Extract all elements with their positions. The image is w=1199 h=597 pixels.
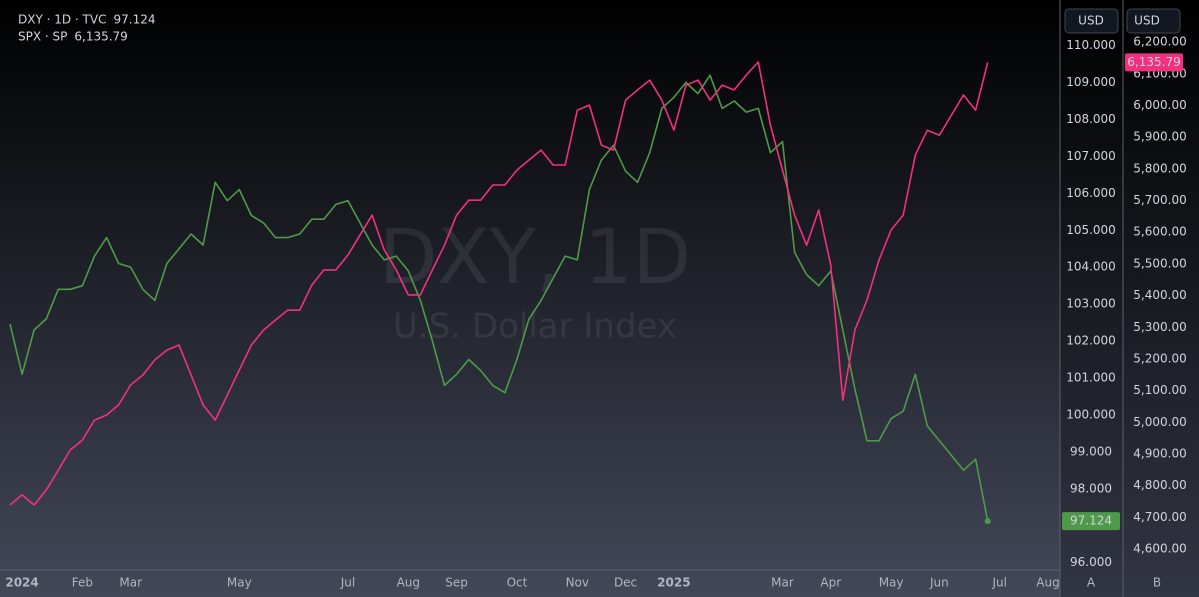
y-tick-label: 98.000 [1070,481,1112,495]
y2-tick-label: 5,500.00 [1133,256,1186,270]
x-tick-label: Oct [507,576,528,590]
y2-tick-label: 5,200.00 [1133,351,1186,365]
x-tick-label: Feb [72,576,93,590]
x-tick-label: 2024 [5,576,38,590]
y-tick-label: 105.000 [1066,223,1116,237]
y2-tick-label: 5,000.00 [1133,415,1186,429]
x-tick-label: Aug [1036,576,1059,590]
y-tick-label: 107.000 [1066,149,1116,163]
y-tick-label: 106.000 [1066,186,1116,200]
x-tick-label: Sep [445,576,468,590]
watermark: DXY, 1D [379,212,691,301]
x-tick-label: May [879,576,904,590]
last-value-badge [1062,512,1120,531]
x-tick-label: Nov [566,576,589,590]
y2-unit[interactable]: USD [1134,14,1160,28]
y2-tick-label: 5,100.00 [1133,383,1186,397]
x-tick-label: Jul [991,576,1006,590]
watermark-subtitle: U.S. Dollar Index [393,307,677,347]
y2-tick-label: 4,900.00 [1133,447,1186,461]
y2-tick-label: 6,200.00 [1133,35,1186,49]
y-tick-label: 99.000 [1070,444,1112,458]
y2-tick-label: 5,900.00 [1133,130,1186,144]
legend-name: SPX · SP [18,30,67,44]
unit-button[interactable] [1126,8,1181,34]
y-tick-label: 102.000 [1066,334,1116,348]
y2-tick-label: 4,700.00 [1133,510,1186,524]
last-value-label: 6,135.79 [1127,55,1180,69]
unit-button[interactable] [1064,8,1119,34]
last-value-badge [1125,53,1183,72]
y-tick-label: 96.000 [1070,555,1112,569]
y-unit[interactable]: USD [1078,14,1104,28]
y2-tick-label: 4,800.00 [1133,478,1186,492]
legend-value: 6,135.79 [74,30,127,44]
legend-name: DXY · 1D · TVC [18,13,106,27]
y2-tick-label: 4,600.00 [1133,542,1186,556]
y2-tick-label: 5,300.00 [1133,320,1186,334]
y-axis-label: A [1087,576,1096,590]
x-tick-label: Jun [929,576,949,590]
y2-tick-label: 5,800.00 [1133,161,1186,175]
x-tick-label: Apr [820,576,841,590]
y-tick-label: 100.000 [1066,407,1116,421]
x-tick-label: 2025 [657,576,690,590]
y2-axis-label: B [1153,576,1161,590]
y2-tick-label: 5,700.00 [1133,193,1186,207]
y2-tick-label: 5,600.00 [1133,225,1186,239]
series-line [9,74,989,522]
x-tick-label: Jul [340,576,355,590]
series-line [9,61,989,506]
x-tick-label: Dec [614,576,637,590]
y-tick-label: 108.000 [1066,112,1116,126]
price-axes-bg [1060,0,1199,597]
x-tick-label: Aug [397,576,420,590]
y-tick-label: 109.000 [1066,75,1116,89]
x-tick-label: Mar [771,576,794,590]
x-tick-label: May [227,576,252,590]
legend-value: 97.124 [113,13,155,27]
y-tick-label: 101.000 [1066,370,1116,384]
x-tick-label: Mar [119,576,142,590]
y2-tick-label: 5,400.00 [1133,288,1186,302]
y-tick-label: 103.000 [1066,297,1116,311]
y-tick-label: 104.000 [1066,260,1116,274]
y2-tick-label: 6,000.00 [1133,98,1186,112]
last-point [984,518,991,525]
last-value-label: 97.124 [1070,514,1112,528]
y-tick-label: 110.000 [1066,38,1116,52]
